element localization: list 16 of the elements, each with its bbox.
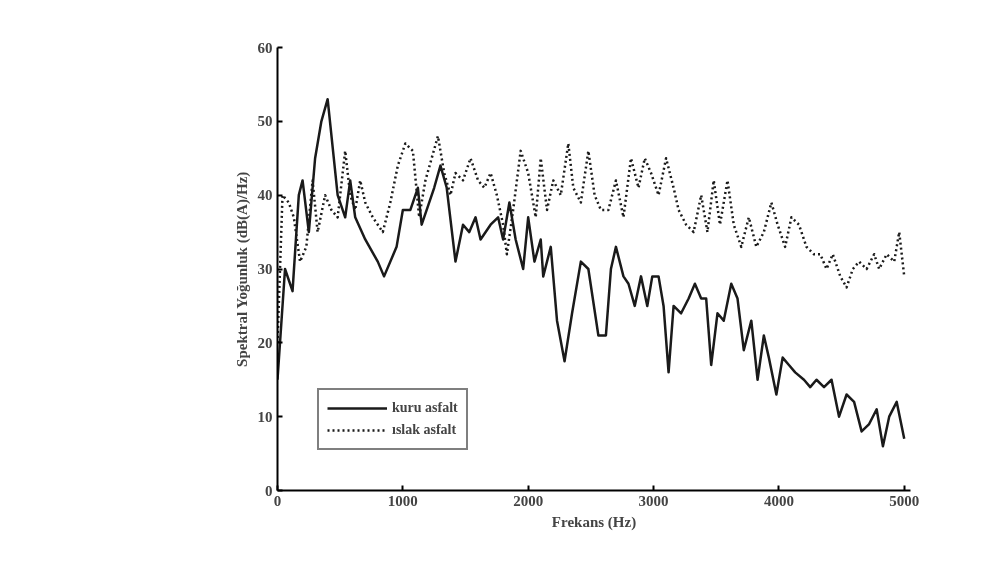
x-tick-label: 4000 [763, 492, 794, 509]
y-tick-label: 60 [257, 39, 273, 56]
line-series [277, 97, 906, 448]
x-tick-label: 5000 [889, 492, 920, 509]
y-tick-label: 20 [257, 334, 273, 351]
legend-label: kuru asfalt [392, 400, 458, 416]
y-tick-label: 10 [257, 408, 273, 425]
x-axis-title: Frekans (Hz) [551, 513, 637, 531]
y-tick-label: 50 [257, 113, 273, 130]
y-tick-label: 40 [257, 187, 273, 204]
x-tick-label: 3000 [638, 492, 669, 509]
legend-label: ıslak asfalt [392, 422, 457, 438]
y-tick-label: 30 [257, 261, 273, 277]
y-axis-title: Spektral Yoğunluk (dB(A)/Hz) [233, 171, 251, 367]
x-tick-label: 2000 [513, 492, 544, 509]
x-tick-label: 1000 [387, 492, 418, 509]
